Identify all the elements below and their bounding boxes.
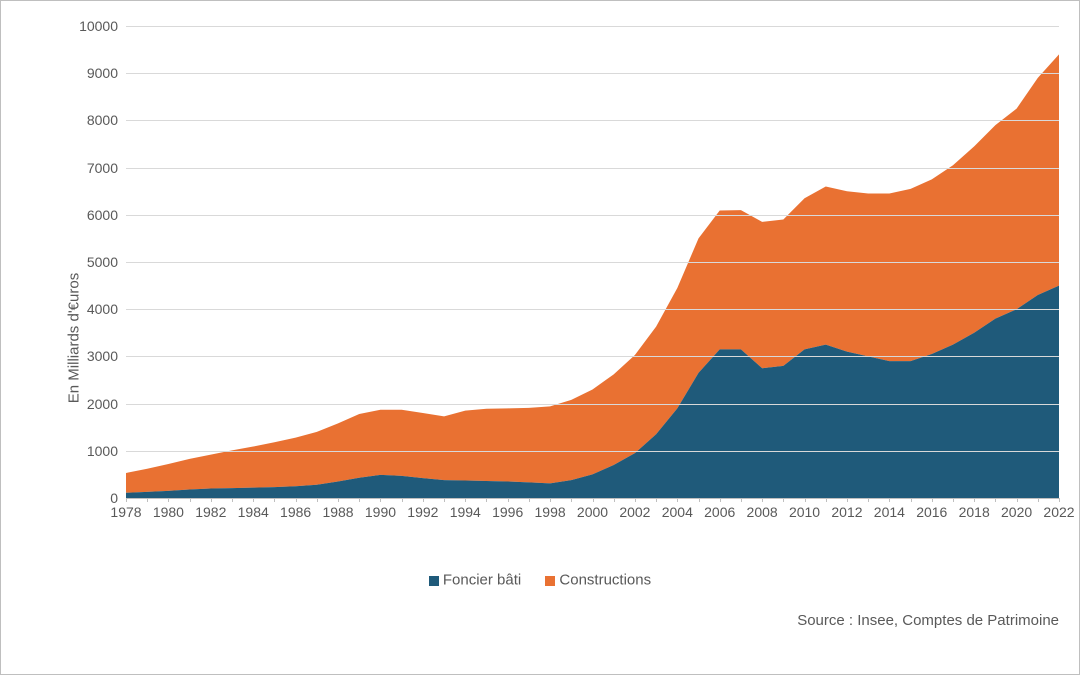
x-tick: [274, 498, 275, 502]
x-tick: [486, 498, 487, 502]
x-tick-label: 2016: [916, 498, 947, 520]
x-tick: [699, 498, 700, 502]
x-tick-label: 1996: [492, 498, 523, 520]
legend-swatch-icon: [545, 576, 555, 586]
y-tick-label: 7000: [87, 160, 126, 176]
x-tick-label: 2020: [1001, 498, 1032, 520]
x-tick-label: 2006: [704, 498, 735, 520]
y-tick-label: 5000: [87, 254, 126, 270]
x-tick: [147, 498, 148, 502]
x-tick-label: 1984: [238, 498, 269, 520]
y-tick-label: 3000: [87, 348, 126, 364]
y-tick-label: 9000: [87, 65, 126, 81]
x-tick: [911, 498, 912, 502]
x-tick-label: 2018: [959, 498, 990, 520]
gridline: [126, 356, 1059, 357]
x-tick: [826, 498, 827, 502]
legend-item-constructions: Constructions: [545, 571, 651, 589]
y-tick-label: 2000: [87, 396, 126, 412]
gridline: [126, 215, 1059, 216]
legend-label: Constructions: [559, 572, 651, 589]
x-tick-label: 2010: [789, 498, 820, 520]
gridline: [126, 120, 1059, 121]
x-tick: [402, 498, 403, 502]
gridline: [126, 451, 1059, 452]
x-tick-label: 2002: [619, 498, 650, 520]
x-tick-label: 2022: [1043, 498, 1074, 520]
x-tick-label: 1998: [535, 498, 566, 520]
x-tick: [868, 498, 869, 502]
x-tick: [614, 498, 615, 502]
x-tick: [317, 498, 318, 502]
x-tick: [741, 498, 742, 502]
plot-area-wrap: 0100020003000400050006000700080009000100…: [71, 26, 1059, 524]
x-tick: [953, 498, 954, 502]
x-tick: [995, 498, 996, 502]
x-tick-label: 1992: [407, 498, 438, 520]
gridline: [126, 73, 1059, 74]
y-tick-label: 4000: [87, 301, 126, 317]
x-tick: [1038, 498, 1039, 502]
x-tick-label: 2014: [874, 498, 905, 520]
x-tick: [444, 498, 445, 502]
y-tick-label: 10000: [79, 18, 126, 34]
x-tick-label: 1986: [280, 498, 311, 520]
x-tick-label: 1982: [195, 498, 226, 520]
gridline: [126, 262, 1059, 263]
x-tick: [190, 498, 191, 502]
legend-label: Foncier bâti: [443, 572, 521, 589]
source-text: Source : Insee, Comptes de Patrimoine: [797, 612, 1059, 629]
y-tick-label: 6000: [87, 207, 126, 223]
chart-container: En Milliards d'€uros 0100020003000400050…: [0, 0, 1080, 675]
x-tick-label: 1994: [450, 498, 481, 520]
legend: Foncier bâti Constructions: [1, 571, 1079, 589]
x-tick: [783, 498, 784, 502]
x-tick-label: 1988: [322, 498, 353, 520]
x-tick: [232, 498, 233, 502]
legend-item-foncier: Foncier bâti: [429, 571, 521, 589]
x-tick-label: 1990: [365, 498, 396, 520]
gridline: [126, 309, 1059, 310]
x-tick-label: 1980: [153, 498, 184, 520]
x-tick-label: 1978: [110, 498, 141, 520]
gridline: [126, 404, 1059, 405]
gridline: [126, 168, 1059, 169]
x-tick: [656, 498, 657, 502]
x-tick: [571, 498, 572, 502]
gridline: [126, 26, 1059, 27]
x-tick-label: 2012: [831, 498, 862, 520]
plot-area: 0100020003000400050006000700080009000100…: [126, 26, 1059, 499]
x-tick: [359, 498, 360, 502]
y-tick-label: 1000: [87, 443, 126, 459]
y-tick-label: 8000: [87, 112, 126, 128]
x-tick-label: 2008: [747, 498, 778, 520]
legend-swatch-icon: [429, 576, 439, 586]
x-tick-label: 2004: [662, 498, 693, 520]
x-tick: [529, 498, 530, 502]
x-tick-label: 2000: [577, 498, 608, 520]
